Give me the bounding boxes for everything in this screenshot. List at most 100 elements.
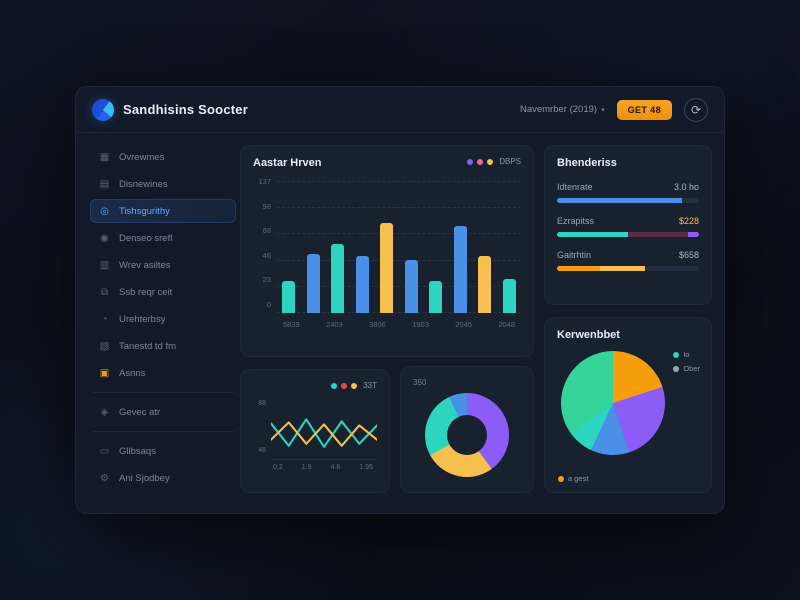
sidebar-item-label: Gevec atr [119, 406, 161, 418]
pie-legend-label: Ober [683, 364, 700, 373]
pie-chart [561, 351, 665, 455]
line-chart: 88 48 [253, 398, 377, 460]
sidebar-item-gllbsaqs[interactable]: ▭ Gllbsaqs [90, 439, 236, 463]
legend-dot [351, 382, 358, 389]
sidebar-item-tishsgurithy[interactable]: ◎ Tishsgurithy [90, 199, 236, 223]
folder-icon: ▣ [99, 367, 110, 379]
sidebar-item-label: Gllbsaqs [119, 445, 156, 457]
legend-dot [673, 351, 680, 358]
x-tick-label: 1903 [412, 320, 429, 329]
legend-dot [331, 382, 338, 389]
sidebar-item-ani-sjodbey[interactable]: ⚙ Ani Sjodbey [90, 466, 236, 490]
period-selector[interactable]: Navemrber (2019) ▾ [520, 104, 605, 115]
bar-chart-y-axis: 137 98 68 46 23 0 [253, 177, 277, 309]
pie-legend-item: Io [673, 350, 700, 359]
sidebar-item-label: Ovrewmes [119, 151, 165, 163]
target-icon: ◎ [100, 205, 109, 217]
sidebar-item-tanestd-td-fm[interactable]: ▧ Tanestd td fm [90, 334, 236, 358]
sidebar-item-label: Disnewines [119, 178, 168, 190]
progress-row-head: Ezrapitss $228 [557, 216, 699, 226]
app-logo-icon [92, 98, 114, 121]
sidebar-divider [92, 431, 234, 432]
progress-value: 3.0 ho [673, 182, 699, 192]
y-tick-label: 46 [262, 250, 271, 260]
x-tick-label: 2403 [326, 320, 343, 329]
sidebar-item-ssb-reqr-ceit[interactable]: ⧉ Ssb reqr ceit [90, 280, 236, 304]
bar-chart-x-axis: 5839 2403 3806 1903 2045 2048 [283, 320, 515, 329]
line-card-head: 33T [253, 381, 377, 390]
sidebar-item-label: Tishsgurithy [119, 205, 170, 217]
x-tick-label: 2045 [455, 320, 472, 329]
y-tick-label: 88 [258, 400, 266, 407]
bar-chart-plot [277, 181, 521, 313]
progress-value: $228 [678, 216, 699, 226]
pie-legend: Io Ober [673, 350, 700, 373]
progress-row: Idtenrate 3.0 ho [557, 182, 699, 203]
gridline [277, 311, 521, 313]
line-chart-card: 33T 88 48 0.2 1.9 4.6 1.95 [240, 369, 390, 493]
sidebar-item-urehterbsy[interactable]: ◔ Urehterbsy [90, 307, 236, 331]
bar [453, 225, 467, 313]
sidebar-item-label: Denseo srefl [119, 232, 173, 244]
line-chart-legend: 33T [331, 381, 377, 390]
x-tick-label: 2048 [498, 320, 515, 329]
gridline [277, 259, 521, 261]
app-header: Sandhisins Soocter Navemrber (2019) ▾ GE… [76, 87, 724, 133]
sidebar-item-wrev-asiltes[interactable]: ▥ Wrev asiltes [90, 253, 236, 277]
file-icon: ▧ [99, 340, 110, 352]
sidebar-item-label: Tanestd td fm [119, 340, 177, 352]
header-actions: Navemrber (2019) ▾ GET 48 ⟳ [520, 97, 708, 122]
sidebar-item-denseo-srefl[interactable]: ◉ Denseo srefl [90, 226, 236, 250]
progress-label: Ezrapitss [557, 216, 595, 226]
dashboard-window: Sandhisins Soocter Navemrber (2019) ▾ GE… [75, 86, 725, 514]
sidebar-item-disnewines[interactable]: ▤ Disnewines [90, 172, 236, 196]
pie-card-title: Kerwenbbet [557, 329, 620, 341]
app-title: Sandhisins Soocter [123, 102, 248, 117]
progress-row-head: Gaitrhtin $658 [557, 250, 699, 260]
user-icon: ◉ [100, 232, 109, 244]
y-tick-label: 48 [258, 447, 266, 454]
progress-row-head: Idtenrate 3.0 ho [557, 182, 699, 192]
sidebar-item-label: Wrev asiltes [119, 259, 171, 271]
bar-chart-grid [277, 181, 521, 313]
sidebar-item-gevec-atr[interactable]: ◈ Gevec atr [90, 400, 236, 424]
donut-chart-card: 350 [400, 366, 534, 493]
legend-dot [467, 158, 474, 165]
progress-segment [628, 232, 688, 237]
donut-chart [425, 393, 509, 477]
line-series-teal [271, 418, 377, 448]
legend-dot [341, 382, 348, 389]
x-tick-label: 1.95 [359, 464, 373, 471]
grid-icon: ▦ [99, 151, 110, 163]
tag-icon: ◈ [100, 406, 109, 418]
gridline [277, 233, 521, 235]
period-label: Navemrber (2019) [519, 104, 598, 115]
sidebar-item-asnns[interactable]: ▣ Asnns [90, 361, 236, 385]
refresh-icon[interactable]: ⟳ [684, 97, 708, 122]
sidebar-menu: ▦ Ovrewmes ▤ Disnewines ◎ Tishsgurithy ◉ Denseo… [90, 145, 236, 499]
x-tick-label: 1.9 [301, 464, 312, 471]
bar-chart-card: Aastar Hrven DBPS 137 98 68 46 23 0 5839 2403 3… [240, 145, 534, 357]
y-tick-label: 23 [262, 275, 271, 285]
sidebar-item-ovrewmes[interactable]: ▦ Ovrewmes [90, 145, 236, 169]
progress-segment [557, 266, 600, 271]
progress-segment [599, 266, 646, 271]
bar [429, 281, 443, 313]
layers-icon: ⧉ [100, 286, 109, 298]
bar [355, 256, 369, 313]
y-tick-label: 98 [262, 201, 271, 211]
cta-button[interactable]: GET 48 [616, 99, 672, 120]
progress-segment [557, 198, 682, 203]
progress-row: Ezrapitss $228 [557, 216, 699, 237]
x-tick-label: 3806 [369, 320, 386, 329]
progress-label: Gaitrhtin [557, 250, 592, 260]
gridline [277, 285, 521, 287]
pie-legend-item: Ober [673, 364, 700, 373]
sidebar-item-label: Urehterbsy [119, 313, 166, 325]
bar-chart-legend-label: DBPS [499, 157, 521, 166]
chevron-down-icon: ▾ [601, 106, 605, 114]
progress-rows: Idtenrate 3.0 ho Ezrapitss $228 Gaitrhtin $65… [557, 182, 699, 271]
sidebar-divider [92, 392, 234, 393]
progress-segment [687, 232, 699, 237]
bar [306, 253, 320, 313]
